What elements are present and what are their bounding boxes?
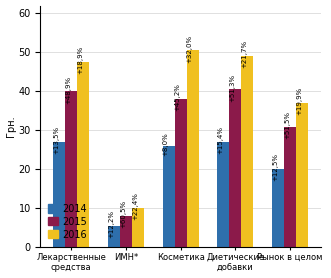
Bar bbox=[53, 142, 65, 247]
Text: +32,0%: +32,0% bbox=[187, 34, 193, 63]
Text: +13,5%: +13,5% bbox=[53, 126, 59, 154]
Text: +21,7%: +21,7% bbox=[241, 40, 248, 68]
Bar bbox=[272, 170, 284, 247]
Bar bbox=[163, 146, 175, 247]
Text: +12,2%: +12,2% bbox=[108, 210, 114, 238]
Text: +22,4%: +22,4% bbox=[132, 193, 138, 220]
Bar bbox=[241, 56, 254, 247]
Bar bbox=[284, 126, 296, 247]
Bar bbox=[132, 208, 144, 247]
Text: +51,5%: +51,5% bbox=[284, 111, 290, 138]
Y-axis label: Грн.: Грн. bbox=[6, 116, 16, 137]
Bar bbox=[77, 62, 89, 247]
Bar bbox=[108, 226, 120, 247]
Bar bbox=[175, 99, 187, 247]
Legend: 2014, 2015, 2016: 2014, 2015, 2016 bbox=[45, 201, 89, 243]
Text: +45,2%: +45,2% bbox=[175, 83, 181, 111]
Text: +12,5%: +12,5% bbox=[272, 153, 278, 182]
Text: +8,0%: +8,0% bbox=[163, 132, 168, 156]
Text: +18,9%: +18,9% bbox=[77, 46, 83, 74]
Text: +19,9%: +19,9% bbox=[296, 87, 302, 115]
Bar bbox=[296, 103, 308, 247]
Text: +51,3%: +51,3% bbox=[229, 73, 235, 101]
Bar bbox=[187, 50, 199, 247]
Text: +60,5%: +60,5% bbox=[120, 200, 126, 229]
Text: +15,4%: +15,4% bbox=[217, 126, 223, 154]
Bar bbox=[120, 216, 132, 247]
Bar bbox=[65, 91, 77, 247]
Bar bbox=[217, 142, 229, 247]
Bar bbox=[229, 90, 241, 247]
Text: +48,9%: +48,9% bbox=[65, 75, 71, 103]
